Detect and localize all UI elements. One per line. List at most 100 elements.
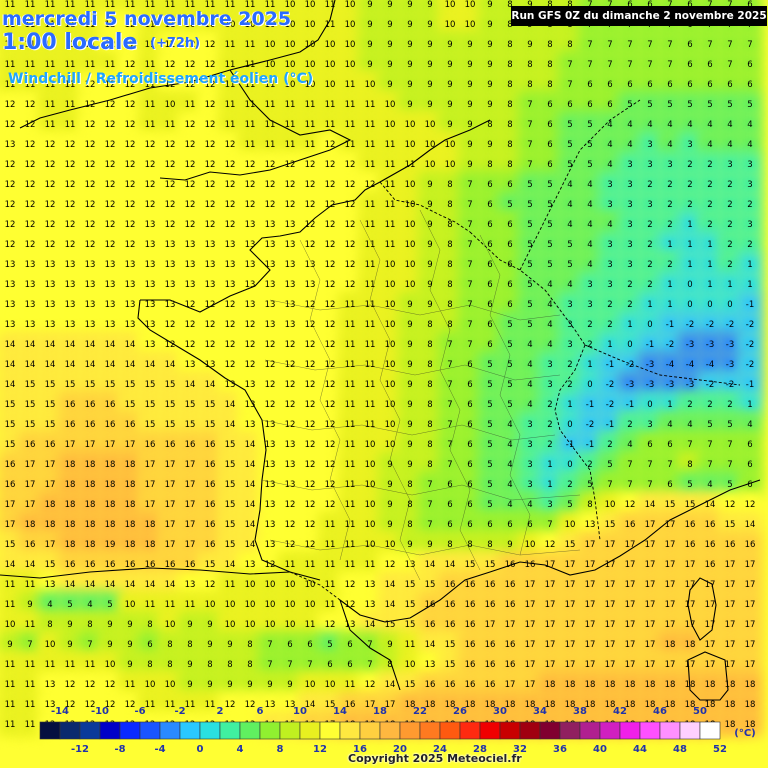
grid-value: 9 [287, 680, 292, 690]
grid-value: 13 [205, 240, 216, 250]
grid-value: 11 [5, 700, 16, 710]
grid-value: 9 [367, 60, 372, 70]
legend-swatches [39, 721, 721, 740]
grid-value: 8 [427, 360, 432, 370]
grid-value: 14 [245, 480, 256, 490]
legend-swatch [359, 721, 381, 740]
grid-value: 4 [507, 460, 512, 470]
legend-label-top: 30 [493, 706, 507, 717]
grid-value: 6 [707, 60, 712, 70]
grid-value: 8 [487, 160, 492, 170]
grid-value: 16 [85, 400, 96, 410]
grid-value: 15 [105, 380, 116, 390]
grid-value: 17 [725, 560, 736, 570]
grid-value: 11 [365, 120, 376, 130]
grid-value: 13 [265, 540, 276, 550]
grid-value: 12 [325, 420, 336, 430]
grid-value: 12 [185, 140, 196, 150]
grid-value: 6 [307, 640, 312, 650]
grid-value: 5 [327, 640, 332, 650]
grid-value: 18 [105, 480, 116, 490]
legend-label-top: 10 [293, 706, 307, 717]
grid-value: 15 [125, 400, 136, 410]
grid-value: 5 [527, 240, 532, 250]
grid-value: 9 [427, 60, 432, 70]
grid-value: 15 [405, 620, 416, 630]
grid-value: 4 [567, 220, 572, 230]
grid-value: 3 [627, 180, 632, 190]
grid-value: 8 [447, 300, 452, 310]
grid-value: 11 [165, 600, 176, 610]
grid-value: 12 [325, 200, 336, 210]
grid-value: 16 [125, 420, 136, 430]
grid-value: 8 [167, 640, 172, 650]
grid-value: 2 [647, 260, 652, 270]
grid-value: 4 [607, 160, 612, 170]
grid-value: 9 [407, 0, 412, 10]
grid-value: 17 [545, 600, 556, 610]
grid-value: 1 [747, 280, 752, 290]
grid-value: 11 [365, 220, 376, 230]
grid-value: 16 [205, 540, 216, 550]
grid-value: 18 [745, 720, 756, 730]
grid-value: 12 [165, 340, 176, 350]
grid-value: 15 [85, 380, 96, 390]
grid-value: 0 [687, 300, 692, 310]
grid-value: 16 [705, 540, 716, 550]
grid-value: 10 [165, 680, 176, 690]
grid-value: 3 [607, 240, 612, 250]
border-france-switzerland [554, 344, 601, 541]
grid-value: 12 [265, 160, 276, 170]
grid-value: 12 [105, 20, 116, 30]
grid-value: 5 [727, 420, 732, 430]
grid-value: 9 [487, 140, 492, 150]
grid-value: -1 [586, 440, 594, 450]
grid-value: 6 [487, 340, 492, 350]
grid-value: 18 [65, 540, 76, 550]
grid-value: 9 [387, 520, 392, 530]
grid-value: 12 [365, 680, 376, 690]
grid-value: 12 [325, 440, 336, 450]
grid-value: 13 [265, 700, 276, 710]
grid-value: 14 [425, 640, 436, 650]
grid-value: 2 [707, 400, 712, 410]
grid-value: 14 [205, 380, 216, 390]
grid-value: 10 [345, 40, 356, 50]
grid-value: 13 [285, 260, 296, 270]
grid-value: 16 [65, 560, 76, 570]
grid-value: 6 [467, 460, 472, 470]
grid-value: 18 [45, 500, 56, 510]
grid-value: 15 [145, 400, 156, 410]
grid-value: 7 [527, 100, 532, 110]
grid-value: 12 [105, 100, 116, 110]
grid-value: 6 [347, 640, 352, 650]
grid-value: 17 [605, 620, 616, 630]
grid-value: -3 [686, 340, 694, 350]
grid-value: 16 [25, 540, 36, 550]
grid-value: -3 [646, 380, 654, 390]
grid-value: 11 [45, 40, 56, 50]
grid-value: 3 [527, 480, 532, 490]
grid-value: 17 [685, 560, 696, 570]
grid-value: 12 [205, 160, 216, 170]
grid-value: 5 [487, 440, 492, 450]
grid-value: 16 [165, 560, 176, 570]
grid-value: 5 [727, 480, 732, 490]
grid-value: 11 [365, 160, 376, 170]
grid-value: -2 [666, 340, 674, 350]
grid-value: 12 [245, 700, 256, 710]
grid-value: 9 [407, 360, 412, 370]
grid-value: 17 [645, 620, 656, 630]
grid-value: 16 [465, 600, 476, 610]
grid-value: 17 [745, 660, 756, 670]
grid-value: 8 [507, 100, 512, 110]
grid-value: 10 [245, 620, 256, 630]
grid-value: 10 [365, 500, 376, 510]
grid-value: 12 [185, 300, 196, 310]
legend-label-bottom: 40 [593, 744, 607, 755]
grid-value: 11 [385, 240, 396, 250]
grid-value: 12 [85, 140, 96, 150]
grid-value: 15 [725, 520, 736, 530]
grid-value: 5 [507, 320, 512, 330]
grid-value: 11 [385, 200, 396, 210]
